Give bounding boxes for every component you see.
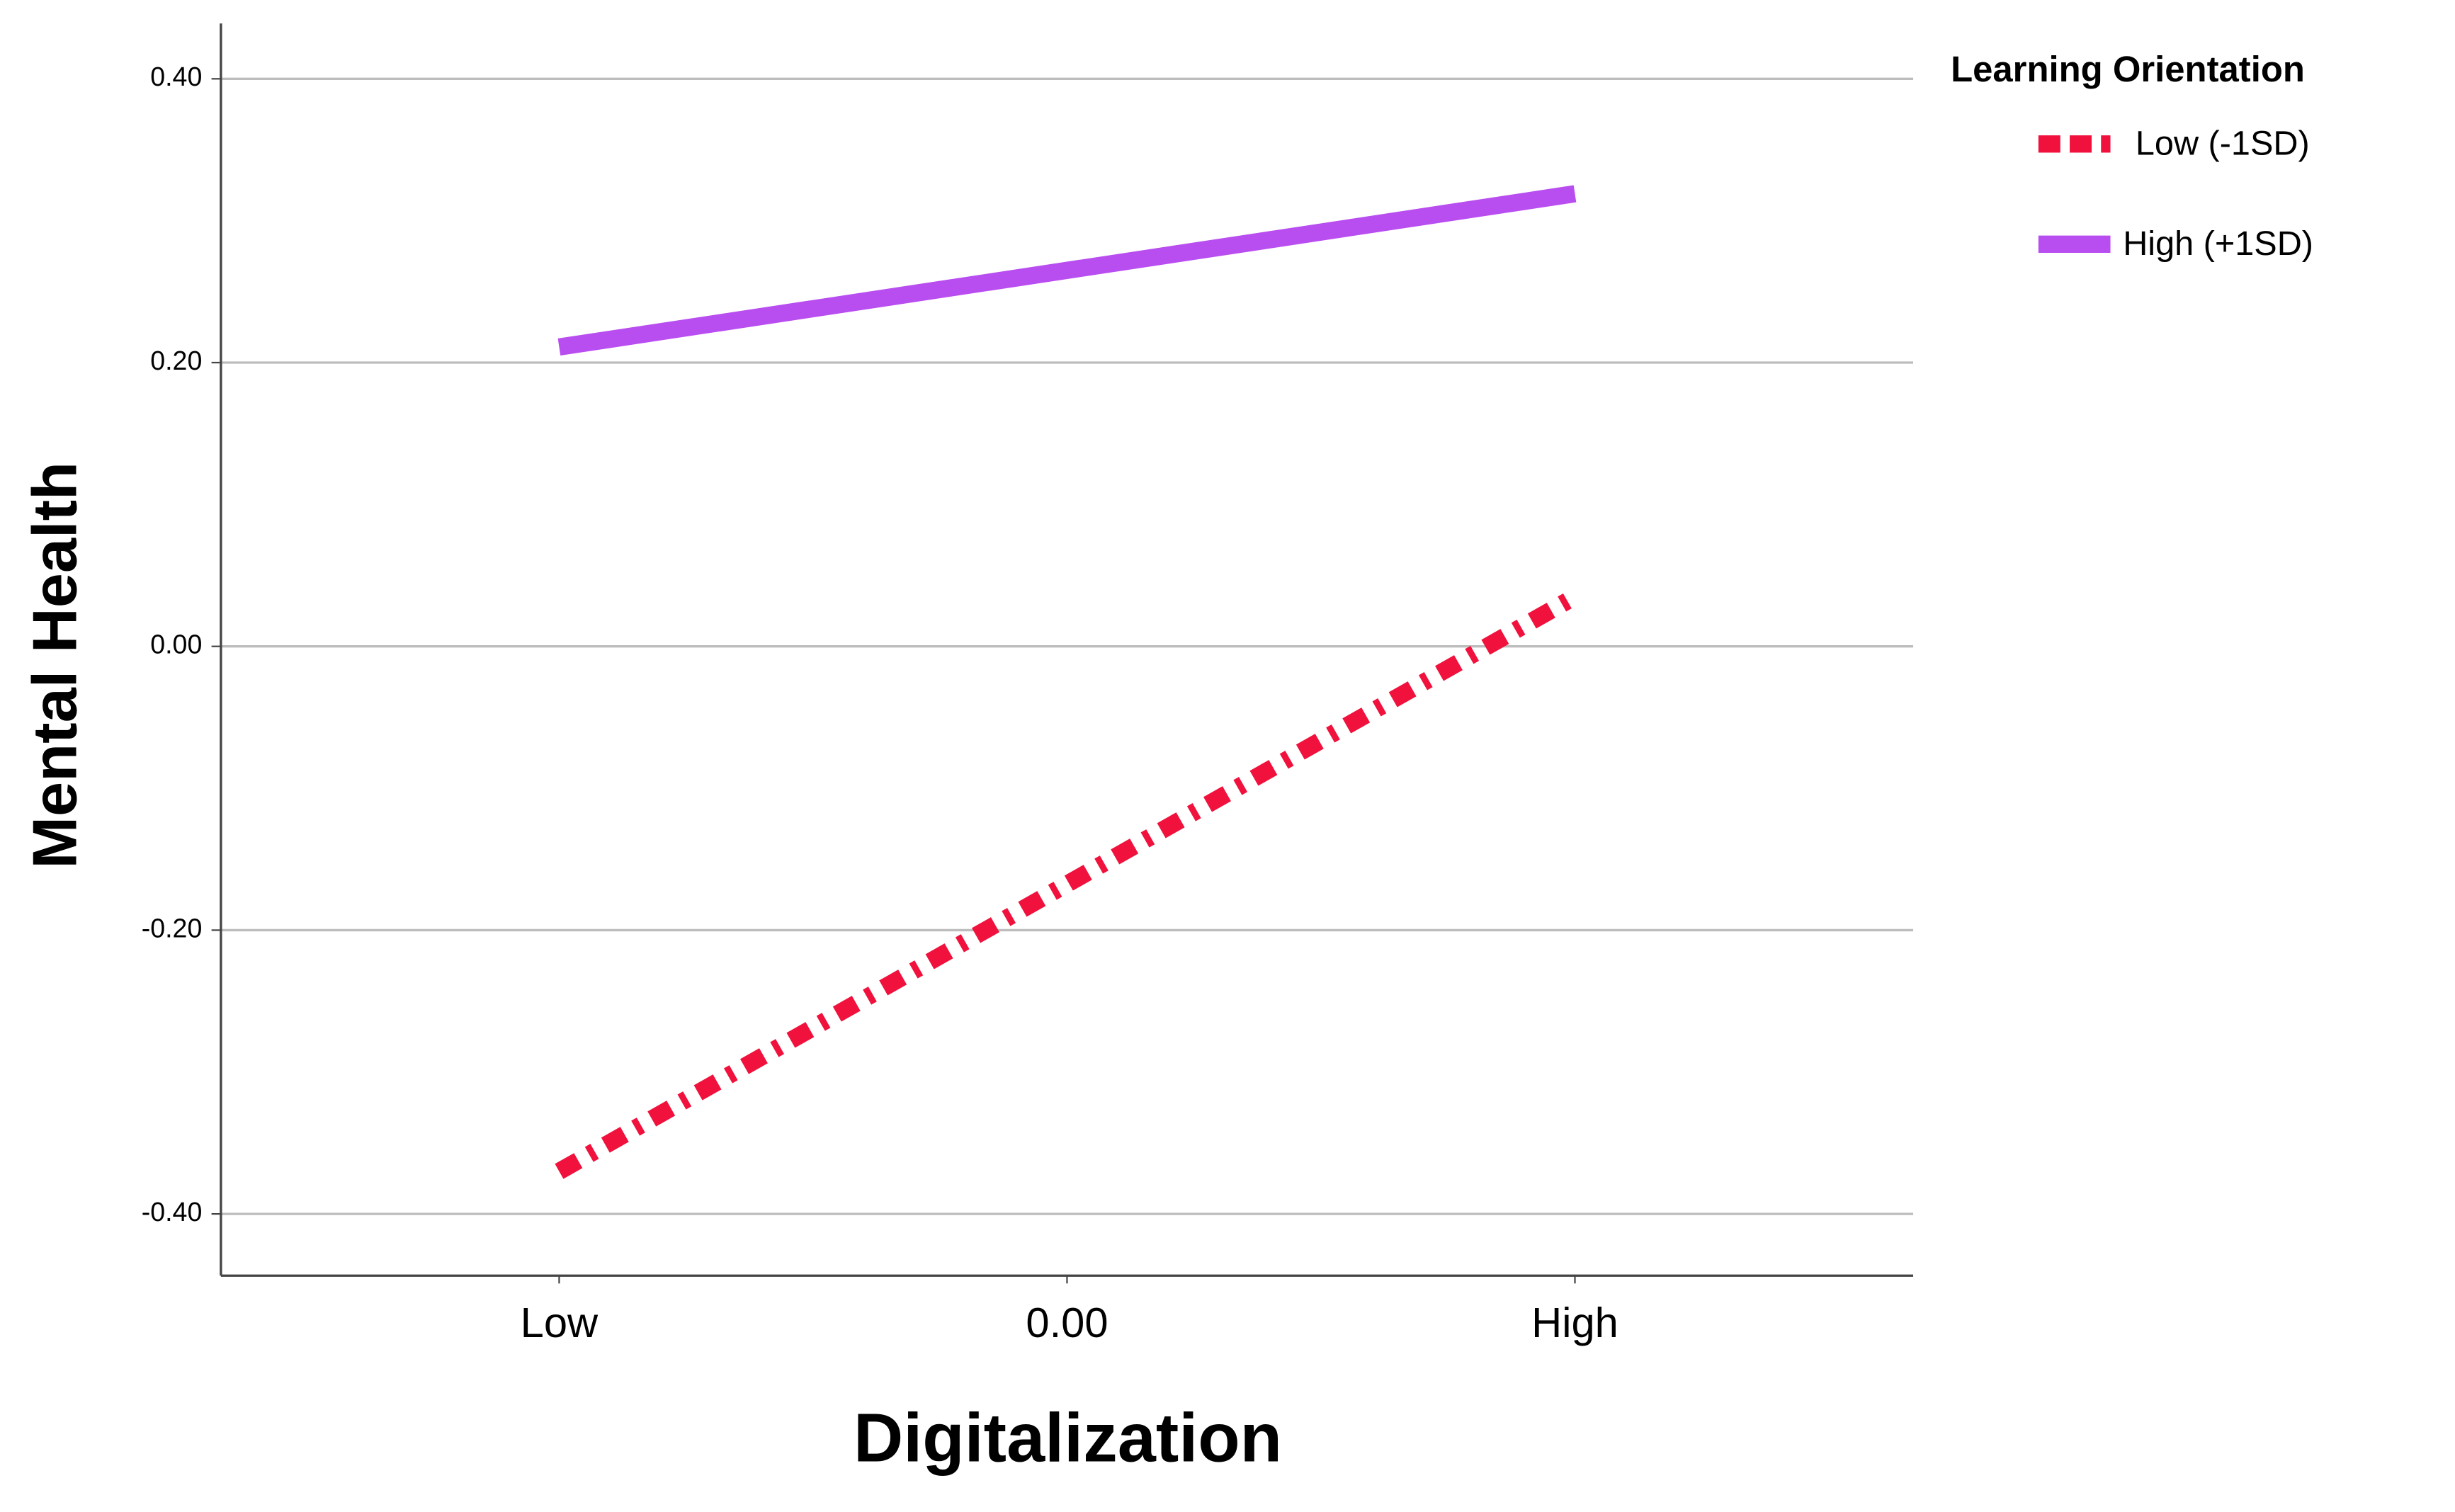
- y-tick-label: 0.20: [150, 346, 202, 375]
- legend-label: High (+1SD): [2123, 224, 2313, 263]
- y-tick-label: -0.20: [142, 913, 203, 943]
- y-tick-label: 0.00: [150, 630, 202, 659]
- legend-label: Low (-1SD): [2136, 124, 2310, 162]
- legend-title: Learning Orientation: [1951, 49, 2305, 89]
- y-tick-label: 0.40: [150, 62, 202, 91]
- x-tick-label: 0.00: [1026, 1299, 1108, 1346]
- x-tick-label: Low: [521, 1299, 599, 1346]
- series-line: [555, 589, 1580, 1179]
- series-line: [557, 185, 1577, 356]
- x-axis-title: Digitalization: [854, 1399, 1282, 1476]
- y-axis-title: Mental Health: [20, 462, 90, 869]
- x-tick-label: High: [1531, 1299, 1618, 1346]
- y-tick-label: -0.40: [142, 1197, 203, 1227]
